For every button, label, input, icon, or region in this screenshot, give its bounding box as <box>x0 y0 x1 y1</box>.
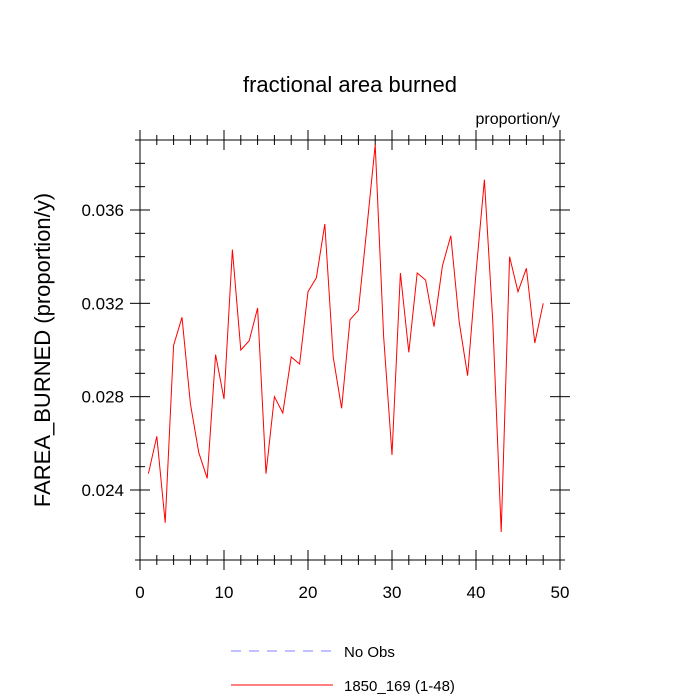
tick-labels: 0 10 20 30 40 50 0.024 0.028 0.032 0.036 <box>81 201 569 602</box>
legend-label: No Obs <box>344 644 395 661</box>
x-tick-label: 30 <box>383 583 402 602</box>
x-tick-label: 20 <box>299 583 318 602</box>
y-axis-label: FAREA_BURNED (proportion/y) <box>30 193 55 507</box>
chart-title: fractional area burned <box>243 72 457 97</box>
x-tick-label: 0 <box>135 583 144 602</box>
y-tick-label: 0.028 <box>81 388 124 407</box>
units-label: proportion/y <box>476 111 561 128</box>
y-tick-label: 0.032 <box>81 294 124 313</box>
series-line <box>147 144 544 533</box>
plot-frame <box>139 139 561 561</box>
legend: No Obs 1850_169 (1-48) <box>231 644 455 695</box>
legend-label: 1850_169 (1-48) <box>344 678 455 695</box>
y-tick-label: 0.024 <box>81 481 124 500</box>
x-tick-label: 40 <box>467 583 486 602</box>
x-tick-label: 10 <box>215 583 234 602</box>
x-tick-label: 50 <box>551 583 570 602</box>
series-group <box>147 144 544 533</box>
y-tick-label: 0.036 <box>81 201 124 220</box>
ticks <box>130 130 570 570</box>
